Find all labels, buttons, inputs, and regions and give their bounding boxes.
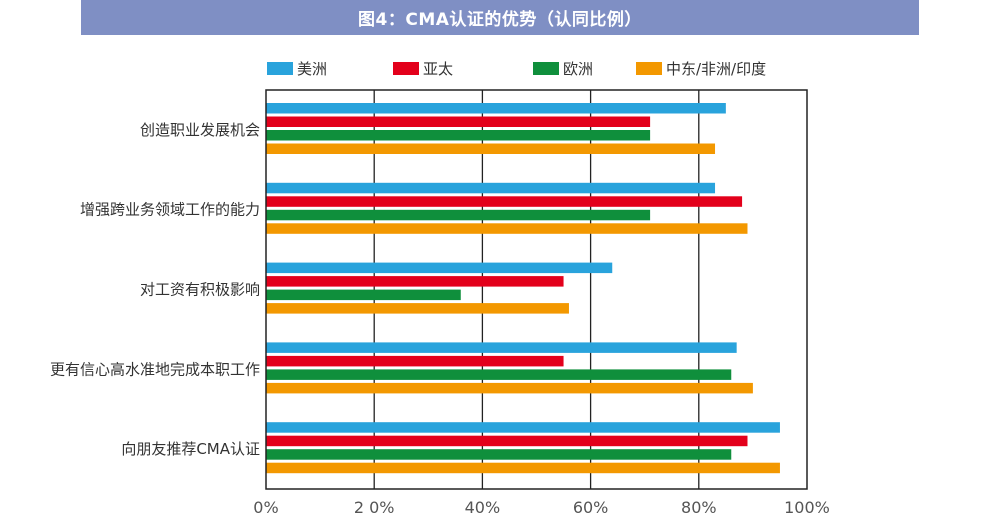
bar-4-series-2 bbox=[266, 355, 564, 367]
legend-swatch-mea-india bbox=[636, 61, 662, 75]
x-tick-label-80: 80% bbox=[681, 498, 717, 517]
legend-swatch-asia-pacific bbox=[393, 61, 419, 75]
x-tick-label-20: 2 0% bbox=[354, 498, 395, 517]
legend-label-mea-india: 中东/非洲/印度 bbox=[666, 59, 767, 78]
category-label-1: 创造职业发展机会 bbox=[140, 121, 260, 139]
bar-4-series-3 bbox=[266, 369, 732, 380]
bar-2-series-4 bbox=[266, 223, 748, 234]
bar-4-series-4 bbox=[266, 382, 753, 394]
category-label-3: 对工资有积极影响 bbox=[140, 281, 260, 299]
legend-swatch-europe bbox=[533, 61, 559, 75]
bar-5-series-1 bbox=[266, 422, 780, 433]
chart-title-bar: 图4：CMA认证的优势（认同比例） bbox=[81, 0, 919, 35]
x-tick-label-0: 0% bbox=[253, 498, 278, 517]
bar-3-series-2 bbox=[266, 276, 564, 287]
bar-5-series-2 bbox=[266, 435, 748, 447]
bar-1-series-3 bbox=[266, 130, 651, 141]
bar-2-series-1 bbox=[266, 182, 716, 194]
bar-3-series-4 bbox=[266, 303, 569, 314]
x-tick-label-40: 40% bbox=[465, 498, 501, 517]
bar-4-series-1 bbox=[266, 342, 737, 353]
category-label-5: 向朋友推荐CMA认证 bbox=[121, 440, 260, 458]
bar-1-series-4 bbox=[266, 143, 716, 154]
legend-label-asia-pacific: 亚太 bbox=[423, 59, 454, 78]
bar-3-series-1 bbox=[266, 262, 613, 274]
legend-label-americas: 美洲 bbox=[297, 59, 328, 78]
chart-title: 图4：CMA认证的优势（认同比例） bbox=[358, 10, 642, 30]
bar-5-series-3 bbox=[266, 449, 732, 460]
legend-item-mea-india: 中东/非洲/印度 bbox=[636, 58, 766, 78]
x-tick-label-60: 60% bbox=[573, 498, 609, 517]
legend-item-asia-pacific: 亚太 bbox=[393, 58, 453, 78]
bar-3-series-3 bbox=[266, 289, 461, 301]
bar-2-series-3 bbox=[266, 209, 651, 221]
x-tick-label-100: 100% bbox=[784, 498, 830, 517]
legend-item-americas: 美洲 bbox=[267, 58, 327, 78]
bar-5-series-4 bbox=[266, 462, 780, 474]
category-label-2: 增强跨业务领域工作的能力 bbox=[80, 201, 260, 219]
bar-1-series-1 bbox=[266, 103, 726, 114]
legend-item-europe: 欧洲 bbox=[533, 58, 593, 78]
legend-label-europe: 欧洲 bbox=[563, 59, 594, 78]
bar-2-series-2 bbox=[266, 196, 743, 207]
bar-1-series-2 bbox=[266, 116, 651, 127]
legend-swatch-americas bbox=[267, 61, 293, 75]
plot-frame bbox=[265, 89, 808, 490]
chart-legend: 美洲 亚太 欧洲 中东/非洲/印度 bbox=[0, 58, 981, 78]
category-label-4: 更有信心高水准地完成本职工作 bbox=[50, 360, 260, 378]
